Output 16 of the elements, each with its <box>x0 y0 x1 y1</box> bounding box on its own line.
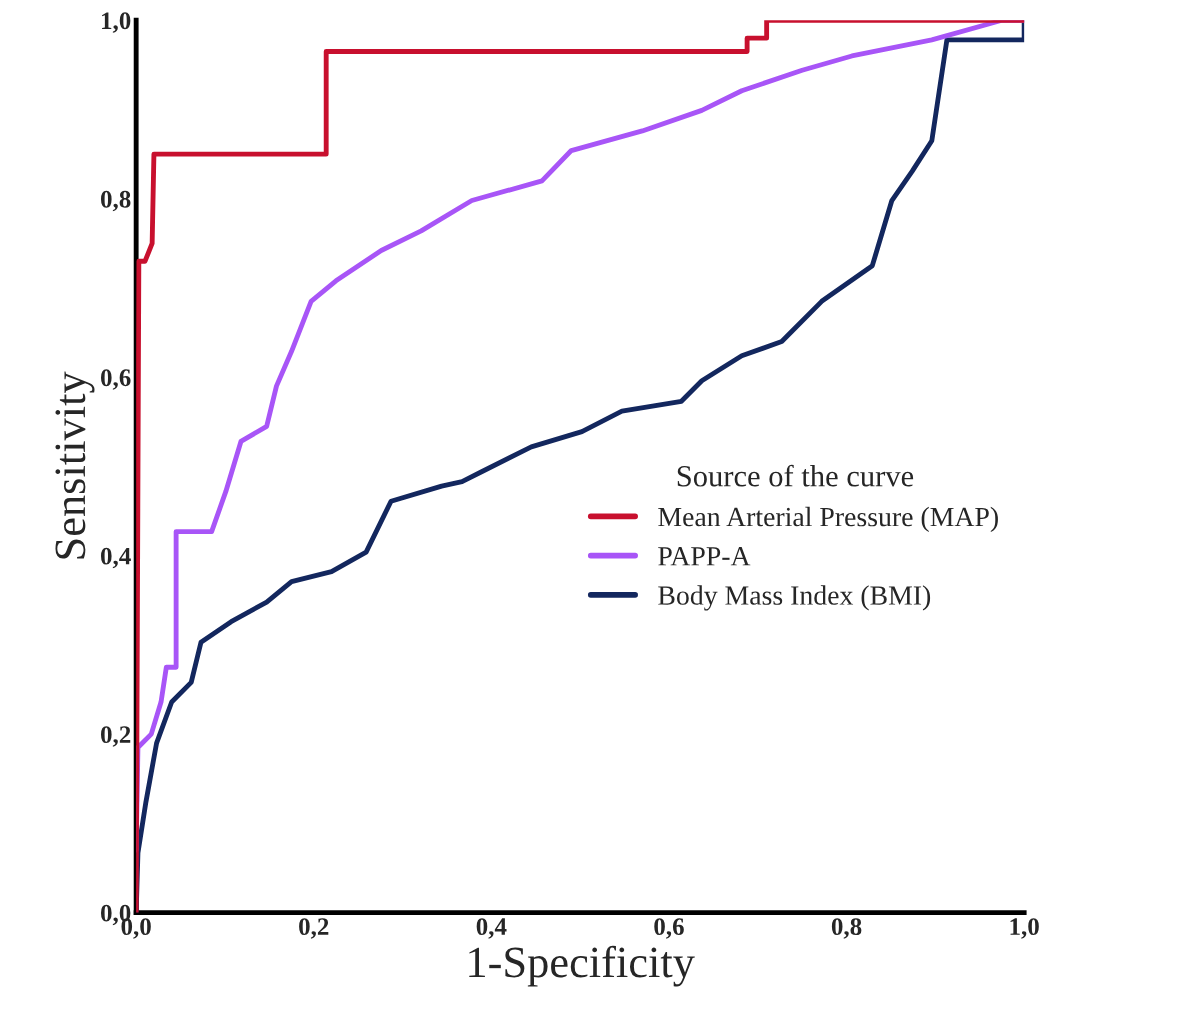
y-tick-label: 1,0 <box>102 12 131 33</box>
y-tick-label: 0,4 <box>101 547 131 569</box>
y-tick-label: 0,6 <box>101 369 131 390</box>
x-tick-label: 1,0 <box>1010 918 1039 939</box>
legend-title: Source of the curve <box>677 464 914 487</box>
legend-label: Body Mass Index (BMI) <box>658 585 931 611</box>
x-tick-label: 0,4 <box>476 918 507 939</box>
y-tick-label: 0,8 <box>101 190 131 212</box>
x-axis-title: 1-Specificity <box>469 945 695 987</box>
x-tick-label: 0,8 <box>831 918 862 939</box>
x-tick-label: 0,2 <box>299 918 329 939</box>
y-tick-label: 0,2 <box>101 726 131 747</box>
legend-label: Mean Arterial Pressure (MAP) <box>658 506 998 533</box>
x-tick-label: 0,6 <box>654 918 684 939</box>
y-axis-title: Sensitivity <box>55 371 95 559</box>
legend-label: PAPP-A <box>658 547 751 566</box>
